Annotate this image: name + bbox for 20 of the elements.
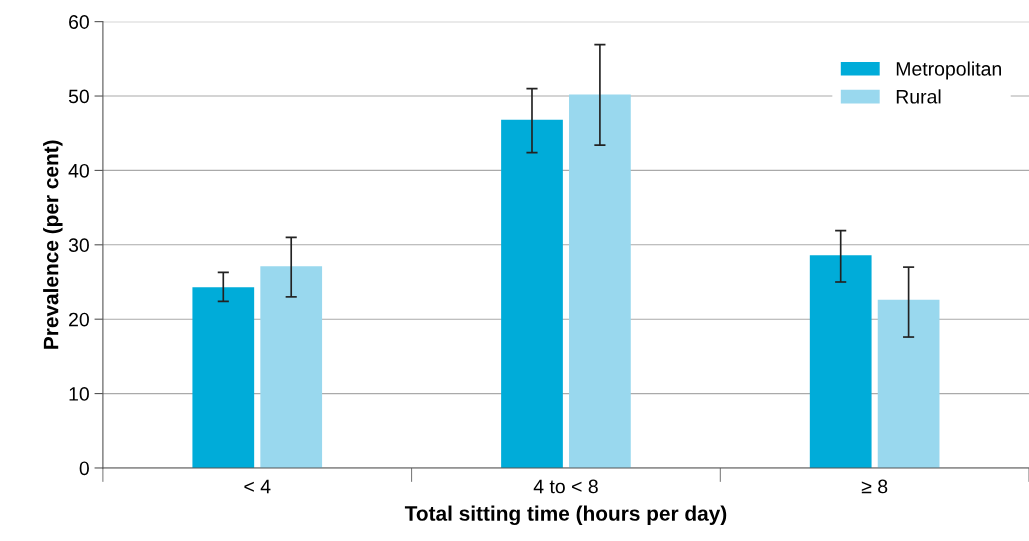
y-tick-label: 0 <box>79 461 89 476</box>
y-tick-label: 30 <box>68 238 89 253</box>
bar <box>260 266 323 468</box>
x-tick-label: ≥ 8 <box>861 479 888 494</box>
x-tick-label: 4 to < 8 <box>533 479 598 494</box>
bar <box>877 299 940 468</box>
bar <box>501 119 563 468</box>
y-tick-label: 40 <box>68 163 89 178</box>
y-tick-label: 60 <box>69 15 89 29</box>
bar <box>809 255 872 468</box>
y-tick-label: 10 <box>69 387 89 401</box>
y-axis-title: Prevalence (per cent) <box>43 140 63 349</box>
legend-label: Metropolitan <box>896 61 1001 80</box>
y-tick-label: 50 <box>68 89 89 104</box>
x-axis-title: Total sitting time (hours per day) <box>404 505 727 526</box>
y-tick-label: 20 <box>69 312 89 327</box>
bar <box>569 94 631 468</box>
x-tick-label: < 4 <box>244 479 271 494</box>
legend-label: Rural <box>896 89 941 104</box>
bar <box>192 287 255 468</box>
